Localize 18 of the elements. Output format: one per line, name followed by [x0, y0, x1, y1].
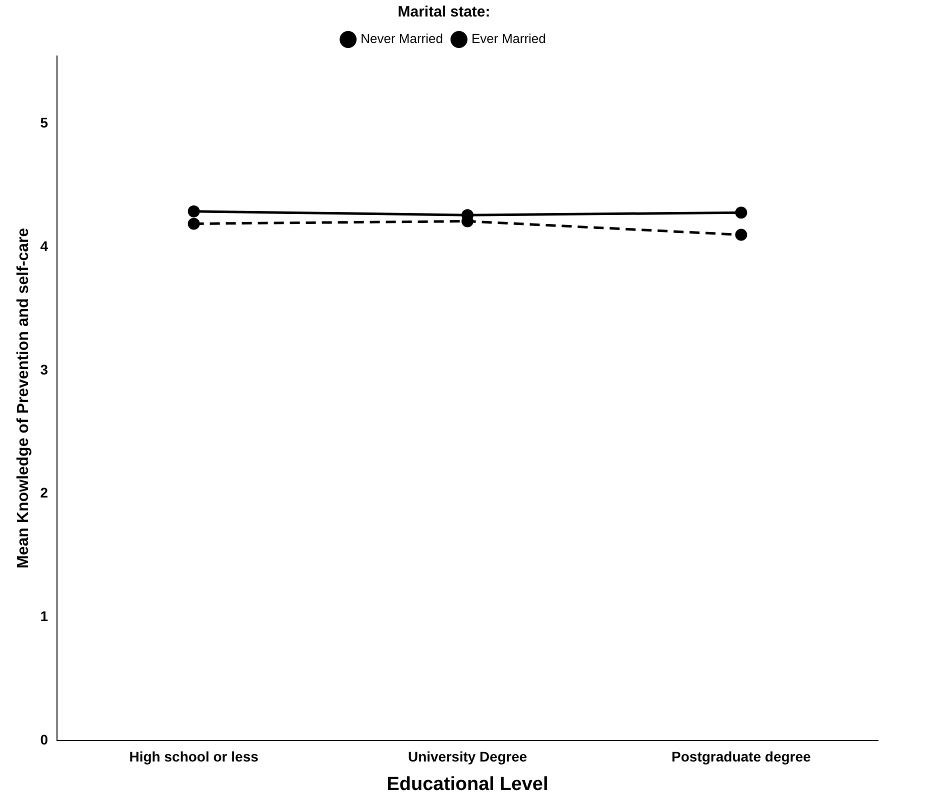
- legend-label: Never Married: [360, 31, 443, 46]
- y-axis-title: Mean Knowledge of Prevention and self-care: [15, 228, 32, 568]
- x-tick-label: Postgraduate degree: [672, 748, 812, 765]
- y-tick-label: 0: [40, 731, 48, 748]
- point: [188, 218, 200, 230]
- point: [735, 228, 748, 241]
- legend-label: Ever Married: [471, 31, 546, 46]
- y-tick-label: 2: [40, 484, 48, 501]
- y-tick-label: 4: [40, 238, 48, 254]
- y-tick-label: 3: [40, 361, 48, 378]
- x-tick-label: University Degree: [408, 748, 528, 765]
- x-axis-title: Educational Level: [386, 774, 548, 795]
- point: [735, 206, 748, 219]
- y-tick-label: 1: [40, 608, 48, 624]
- x-tick-label: High school or less: [129, 748, 259, 765]
- y-tick-label: 5: [40, 114, 48, 131]
- point: [188, 205, 200, 218]
- legend-title: Marital state:: [398, 4, 490, 21]
